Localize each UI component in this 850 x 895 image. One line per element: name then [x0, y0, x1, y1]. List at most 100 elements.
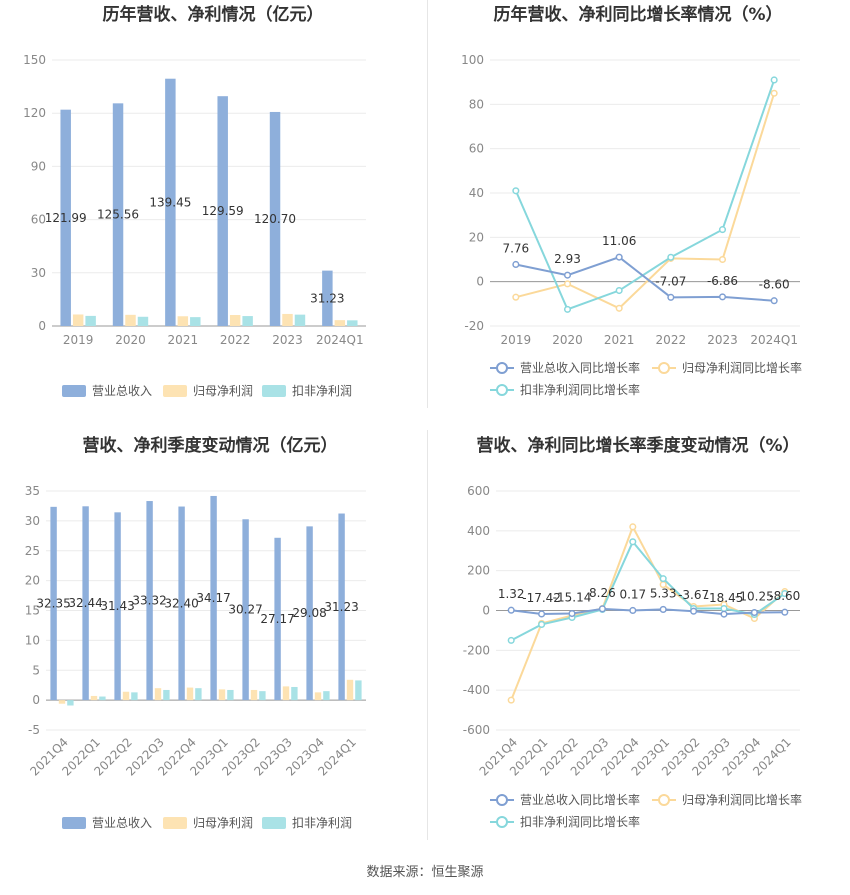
y-tick-label: -600	[463, 723, 490, 737]
data-label: 30.27	[228, 603, 262, 617]
bar-1	[50, 506, 57, 701]
bar-1	[210, 495, 217, 701]
legend-swatch-1	[62, 817, 86, 829]
bar-2	[334, 320, 346, 326]
bar-1	[338, 513, 345, 701]
bar-3	[67, 700, 74, 706]
data-label: -15.14	[553, 591, 592, 605]
y-tick-label: 100	[461, 53, 484, 67]
x-tick-label: 2020	[115, 333, 146, 347]
data-label: 129.59	[202, 204, 244, 218]
bar-2	[186, 687, 194, 701]
y-tick-label: 20	[25, 574, 40, 588]
series-point-1	[568, 609, 576, 618]
series-point-1	[770, 297, 778, 305]
data-label: 125.56	[97, 208, 139, 222]
bar-2	[282, 686, 290, 701]
bar-1	[82, 506, 89, 701]
data-label: -18.45	[705, 591, 744, 605]
y-tick-label: -5	[28, 723, 40, 737]
data-label: 120.70	[254, 212, 296, 226]
data-source-note: 数据来源：恒生聚源	[366, 865, 484, 880]
chart-title: 历年营收、净利同比增长率情况（%）	[493, 4, 782, 25]
chart-4: 营收、净利同比增长率季度变动情况（%） -600 -400 -200 0 200 400 60…	[463, 435, 802, 829]
data-label: 8.26	[589, 586, 616, 600]
legend-label-1: 营业总收入	[92, 816, 152, 830]
bar-2	[125, 314, 136, 326]
bar-3	[259, 691, 266, 701]
legend-label-2: 归母净利润同比增长率	[682, 360, 802, 375]
bar-3	[85, 315, 96, 326]
bar-1	[165, 78, 176, 326]
series-point-1	[690, 607, 698, 615]
bar-1	[274, 537, 281, 701]
legend-marker-2	[658, 794, 670, 806]
y-tick-label: 15	[25, 604, 40, 618]
series-point-2	[718, 255, 727, 264]
bar-3	[294, 314, 306, 326]
series-line-3	[510, 539, 786, 642]
legend-swatch-2	[163, 385, 187, 397]
data-label: 33.32	[132, 594, 166, 608]
bar-2	[58, 700, 66, 704]
x-tick-label: 2024Q1	[316, 333, 364, 347]
legend-label-3: 扣非净利润	[292, 816, 352, 830]
chart-title: 营收、净利季度变动情况（亿元）	[83, 435, 338, 456]
bar-2	[122, 691, 130, 701]
chart-2: 历年营收、净利同比增长率情况（%） -20 0 20 40 60 80 100 2019 2020…	[461, 4, 802, 397]
legend-marker-1	[496, 794, 508, 806]
x-tick-label: 2023	[707, 333, 738, 347]
x-tick-label: 2022	[656, 333, 687, 347]
data-label: -8.60	[759, 278, 790, 292]
column-divider-top	[427, 0, 428, 408]
y-tick-label: 80	[469, 97, 484, 111]
data-label: 1.32	[498, 587, 525, 601]
bar-2	[218, 689, 226, 701]
bar-3	[291, 686, 298, 701]
legend: 营业总收入 归母净利润 扣非净利润	[62, 384, 352, 398]
bar-1	[112, 103, 124, 326]
bar-2	[154, 688, 162, 701]
bar-3	[227, 689, 234, 701]
data-label: 31.43	[100, 599, 134, 613]
series-point-2	[615, 304, 623, 312]
series-point-2	[563, 280, 572, 288]
y-tick-label: 150	[23, 53, 46, 67]
y-tick-label: -400	[463, 683, 490, 697]
series-line-1	[511, 607, 785, 616]
data-label: 11.06	[602, 234, 636, 248]
bar-3	[163, 689, 170, 701]
series-point-3	[781, 590, 789, 598]
x-tick-label: 2023	[272, 333, 303, 347]
series-point-2	[507, 696, 515, 704]
y-tick-label: 120	[23, 106, 46, 120]
bar-3	[347, 320, 358, 326]
series-point-1	[563, 271, 572, 279]
data-label: 27.17	[260, 612, 294, 626]
y-tick-label: -200	[463, 643, 490, 657]
data-label: -3.67	[678, 588, 709, 602]
bar-1	[60, 109, 71, 326]
data-label: 34.17	[196, 591, 230, 605]
bar-1	[306, 526, 313, 701]
y-tick-label: 600	[467, 484, 490, 498]
legend: 营业总收入 归母净利润 扣非净利润	[62, 816, 352, 830]
legend-swatch-1	[62, 385, 86, 397]
legend-marker-3	[496, 816, 508, 828]
bar-3	[323, 691, 330, 701]
bar-1	[146, 501, 153, 701]
legend-label-1: 营业总收入同比增长率	[520, 360, 640, 375]
series-point-3	[667, 253, 675, 261]
data-label: 31.23	[324, 600, 358, 614]
bar-2	[282, 313, 293, 326]
bar-2	[90, 695, 98, 701]
chart-title: 营收、净利同比增长率季度变动情况（%）	[476, 435, 799, 456]
data-label: 32.44	[68, 596, 102, 610]
chart-3: 营收、净利季度变动情况（亿元）-5051015202530352021Q4202…	[25, 435, 366, 830]
legend-marker-1	[496, 362, 508, 374]
bar-2	[72, 314, 84, 326]
legend-label-3: 扣非净利润同比增长率	[520, 382, 640, 397]
bar-3	[195, 688, 202, 701]
x-tick-label: 2022	[220, 333, 251, 347]
